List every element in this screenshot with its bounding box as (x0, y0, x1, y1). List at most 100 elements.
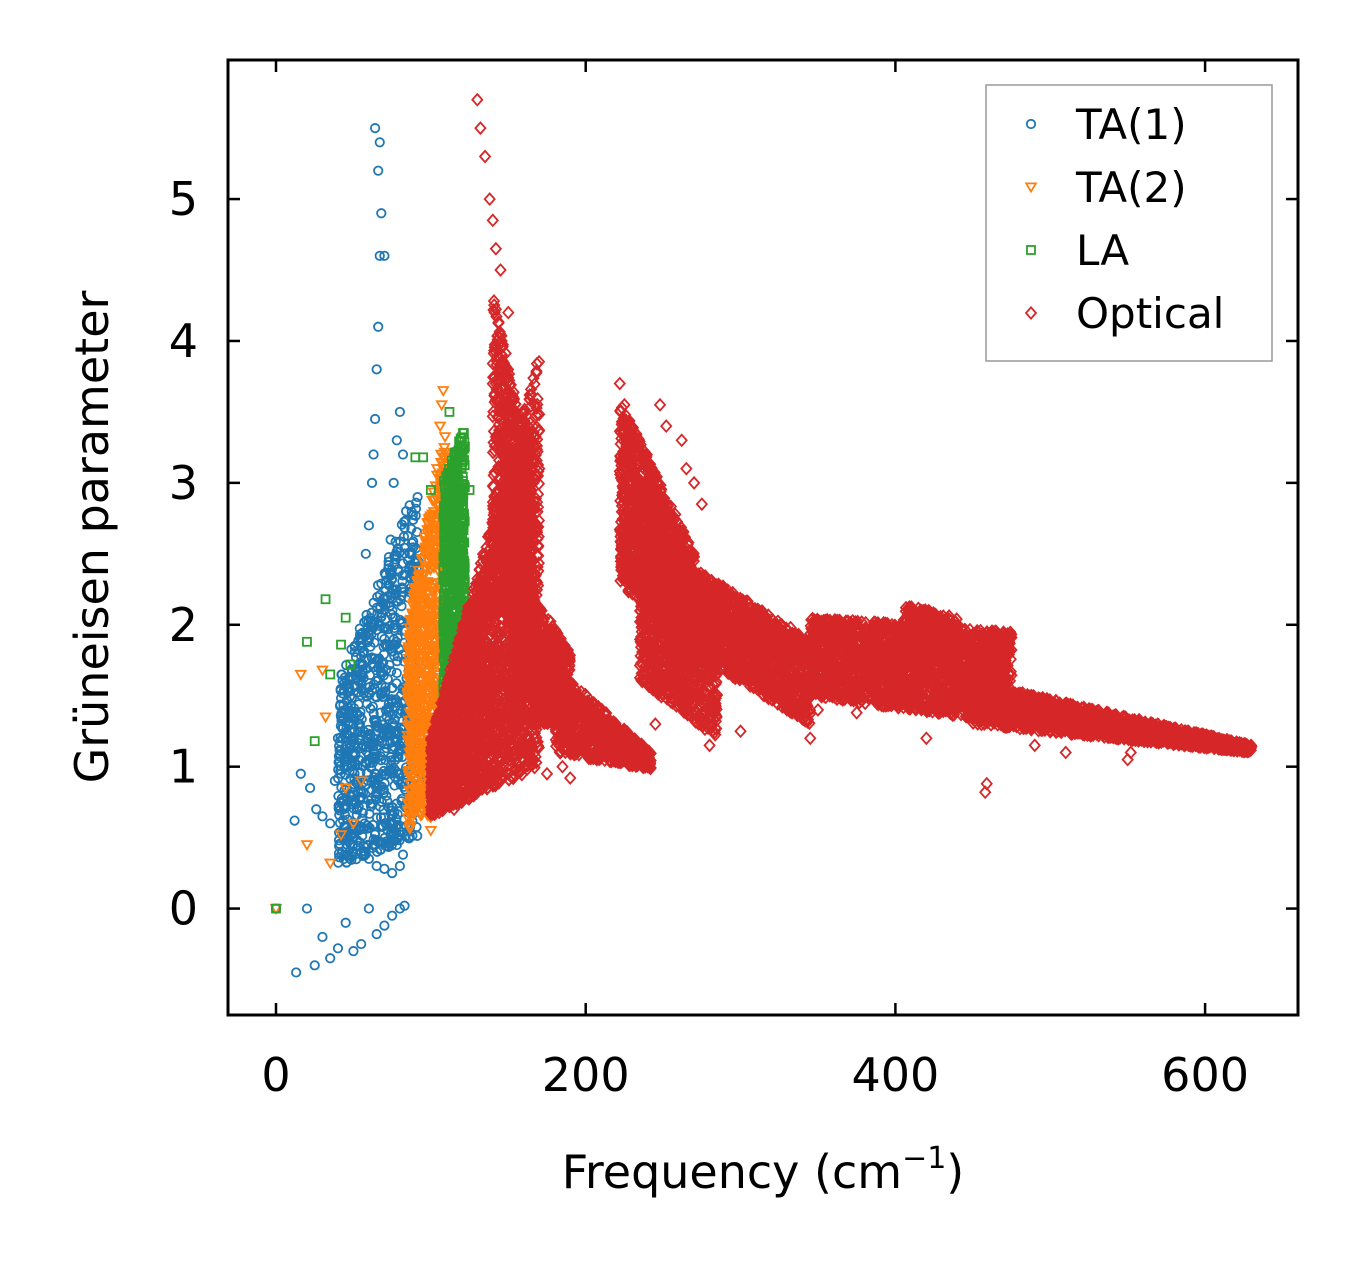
data-point (356, 676, 367, 687)
data-point (340, 704, 351, 716)
data-point (348, 803, 359, 814)
data-point (388, 477, 399, 488)
data-point (353, 699, 364, 710)
data-point (436, 386, 450, 398)
data-point (392, 775, 403, 786)
data-point (339, 756, 350, 767)
data-point (294, 669, 308, 681)
data-point (412, 565, 426, 577)
data-point (341, 857, 352, 868)
data-point (334, 801, 345, 812)
data-point (411, 784, 425, 796)
data-point (343, 730, 354, 741)
data-point (392, 656, 403, 667)
data-point (419, 537, 433, 548)
data-point (385, 534, 396, 545)
data-point (406, 549, 417, 560)
data-point (409, 776, 423, 787)
data-point (334, 830, 348, 842)
data-point (335, 692, 347, 704)
data-point (342, 794, 353, 805)
data-point (362, 730, 373, 741)
data-point (406, 793, 420, 805)
data-point (418, 452, 429, 463)
data-point (411, 690, 425, 702)
data-point (376, 208, 387, 219)
data-point (363, 903, 375, 914)
data-point (357, 669, 368, 681)
data-point (304, 782, 316, 794)
data-point (382, 591, 393, 602)
data-point (370, 123, 381, 134)
data-point (346, 644, 357, 655)
data-point (380, 725, 391, 736)
data-point (380, 569, 391, 580)
data-point (400, 506, 412, 517)
data-point (368, 597, 379, 608)
data-point (394, 406, 405, 418)
data-point (387, 867, 398, 879)
data-point (417, 694, 431, 706)
data-point (405, 609, 419, 620)
data-point (300, 840, 314, 852)
data-point (427, 530, 441, 542)
data-point (391, 551, 402, 562)
data-point (404, 726, 418, 738)
data-point (382, 674, 393, 685)
data-point (317, 931, 328, 943)
data-point (401, 687, 415, 699)
data-point (384, 579, 395, 591)
data-point (365, 703, 376, 714)
data-point (410, 599, 424, 611)
data-point (407, 598, 421, 610)
data-point (387, 605, 398, 616)
data-point (414, 594, 428, 606)
data-point (363, 616, 374, 627)
data-point (390, 536, 401, 547)
data-point (423, 516, 437, 527)
data-point (387, 697, 398, 708)
data-point (325, 818, 336, 829)
data-point (387, 910, 398, 921)
data-point (414, 588, 428, 600)
data-point (408, 701, 422, 713)
data-point (408, 635, 422, 646)
data-point (382, 838, 393, 849)
data-point (352, 709, 363, 721)
data-point (366, 477, 378, 488)
data-point (421, 658, 435, 670)
data-point (425, 583, 439, 595)
data-point (319, 712, 332, 724)
data-point (371, 812, 383, 823)
data-point (355, 690, 367, 701)
data-point (400, 515, 411, 526)
data-point (438, 443, 451, 454)
data-point (393, 708, 404, 719)
data-point (356, 938, 367, 950)
data-point (289, 815, 300, 826)
data-point (411, 587, 425, 598)
data-point (391, 584, 402, 595)
data-point (378, 730, 389, 741)
data-point (291, 967, 302, 978)
data-point (363, 853, 375, 865)
data-point (372, 654, 383, 666)
data-point (404, 562, 415, 574)
data-point (379, 250, 390, 261)
data-point (373, 321, 384, 332)
data-point (417, 702, 431, 714)
data-point (374, 250, 385, 261)
data-point (398, 516, 410, 527)
data-point (379, 863, 390, 874)
data-point (295, 768, 306, 779)
data-point (377, 687, 388, 699)
data-point (412, 491, 423, 503)
data-point (435, 400, 449, 412)
data-point (407, 807, 421, 819)
data-point (363, 728, 375, 739)
data-point (348, 946, 359, 957)
data-point (413, 797, 427, 809)
data-point (378, 657, 389, 668)
data-point (301, 903, 313, 914)
data-point (403, 695, 417, 707)
